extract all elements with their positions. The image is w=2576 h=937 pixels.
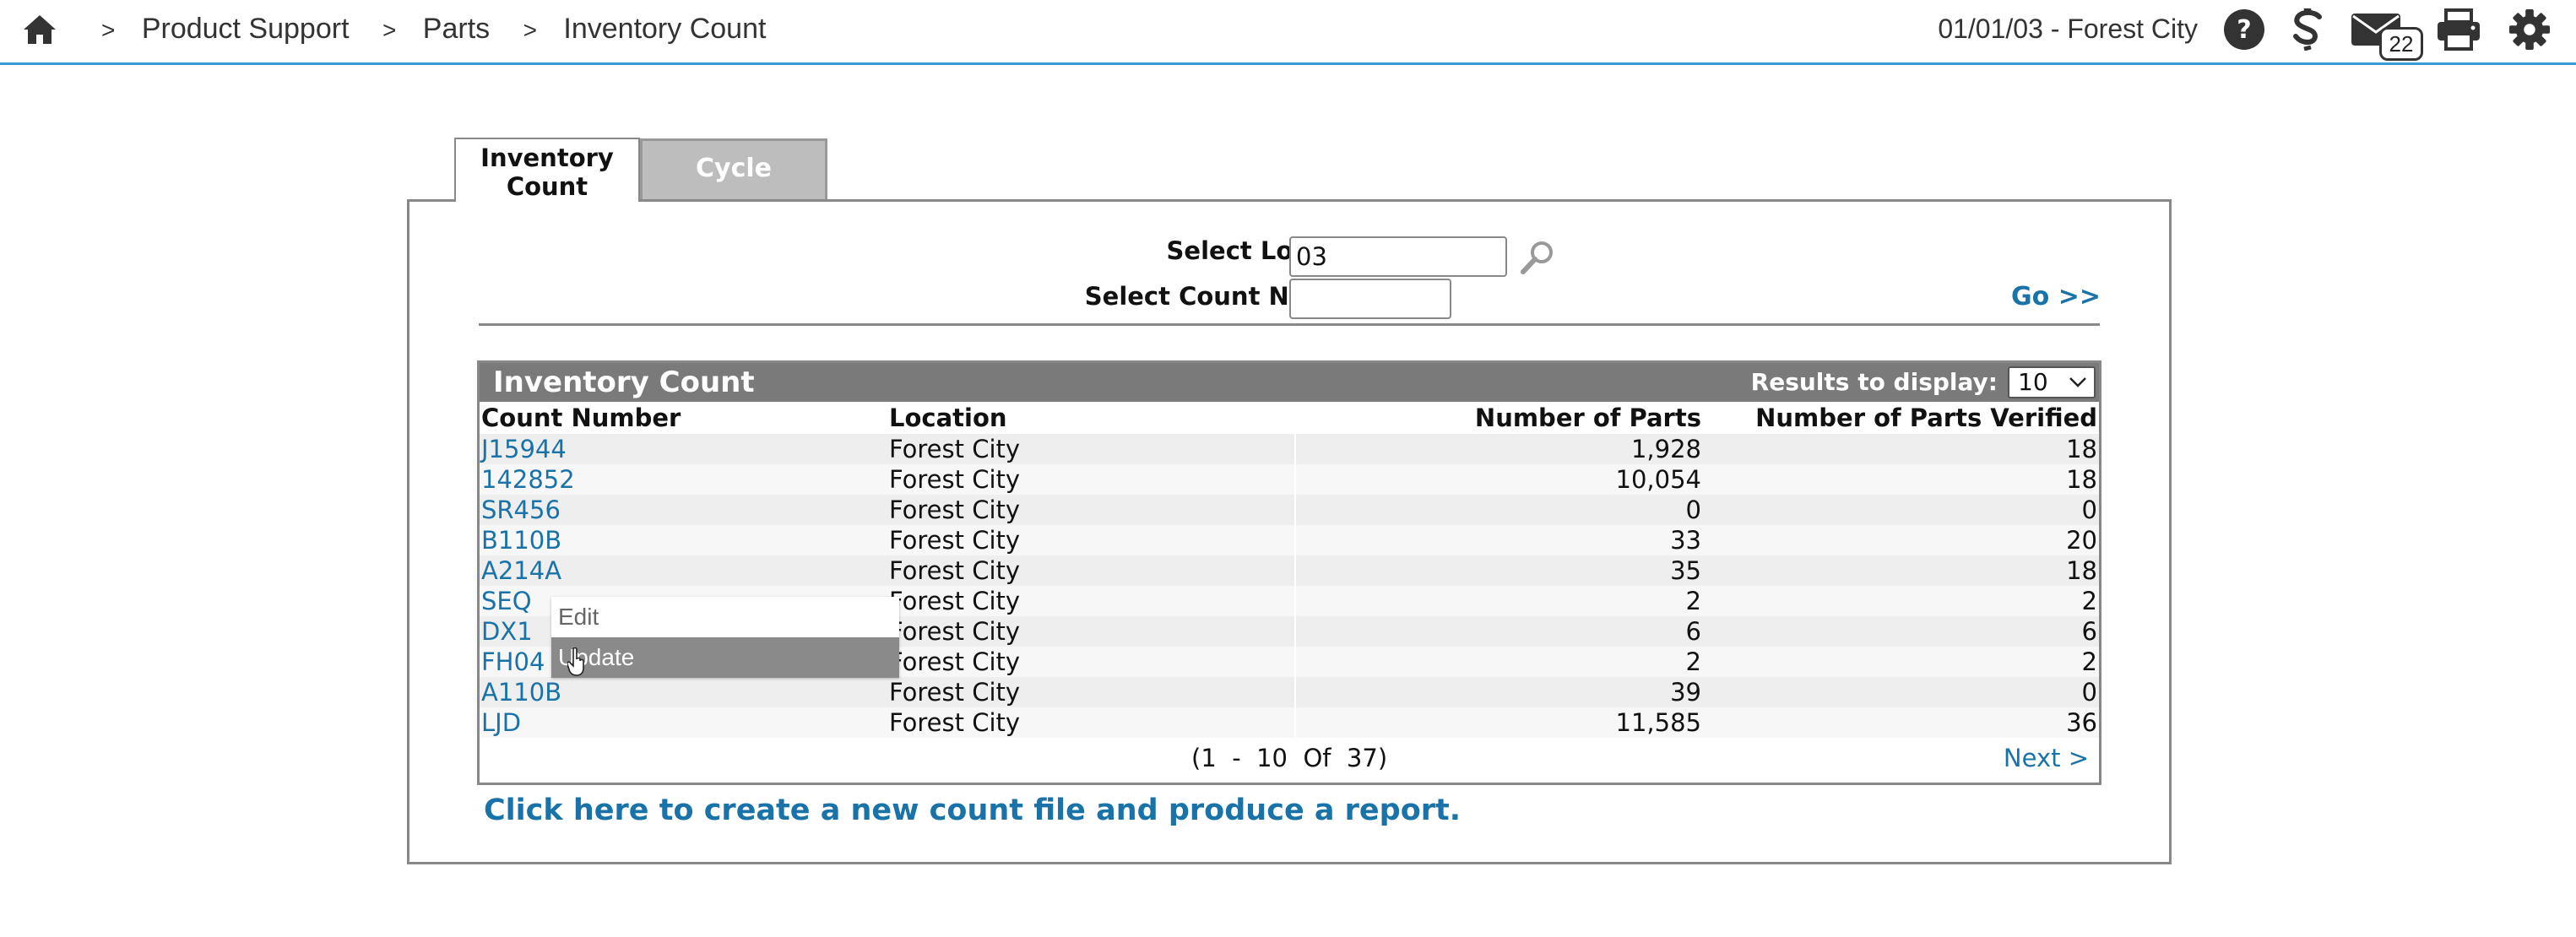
print-icon[interactable]	[2436, 8, 2481, 51]
number-of-parts-cell: 0	[1294, 495, 1703, 525]
number-of-parts-verified-cell: 20	[1703, 525, 2099, 555]
number-of-parts-cell: 2	[1294, 586, 1703, 616]
number-of-parts-cell: 39	[1294, 677, 1703, 707]
table-row[interactable]: B110B Forest City 33 20	[480, 525, 2099, 555]
column-header-location[interactable]: Location	[889, 404, 1007, 432]
number-of-parts-verified-cell: 2	[1703, 647, 2099, 677]
grid-title: Inventory Count	[493, 366, 755, 399]
gear-icon[interactable]	[2508, 8, 2552, 51]
context-menu: Edit Update	[551, 597, 899, 678]
number-of-parts-verified-cell: 6	[1703, 616, 2099, 647]
count-number-link[interactable]: A214A	[480, 555, 887, 586]
number-of-parts-cell: 2	[1294, 647, 1703, 677]
number-of-parts-cell: 10,054	[1294, 464, 1703, 495]
breadcrumb-separator: >	[101, 17, 116, 43]
table-row[interactable]: LJD Forest City 11,585 36	[480, 707, 2099, 738]
hand-cursor-icon	[567, 647, 584, 676]
go-link[interactable]: Go >>	[2011, 282, 2101, 311]
count-number-link[interactable]: B110B	[480, 525, 887, 555]
breadcrumb-inventory-count: Inventory Count	[563, 13, 767, 45]
results-to-display-select[interactable]: 10	[2008, 366, 2096, 398]
count-number-input[interactable]	[1289, 279, 1451, 319]
search-icon[interactable]	[1520, 240, 1555, 275]
breadcrumb: > Product Support > Parts > Inventory Co…	[101, 10, 766, 47]
table-row[interactable]: SR456 Forest City 0 0	[480, 495, 2099, 525]
number-of-parts-verified-cell: 0	[1703, 677, 2099, 707]
number-of-parts-cell: 6	[1294, 616, 1703, 647]
number-of-parts-verified-cell: 18	[1703, 555, 2099, 586]
number-of-parts-verified-cell: 36	[1703, 707, 2099, 738]
top-bar: > Product Support > Parts > Inventory Co…	[0, 0, 2576, 65]
location-cell: Forest City	[887, 677, 1295, 707]
table-row[interactable]: A214A Forest City 35 18	[480, 555, 2099, 586]
tab-inventory-count-line2: Count	[506, 172, 588, 201]
location-cell: Forest City	[887, 586, 1295, 616]
count-number-link[interactable]: J15944	[480, 434, 887, 464]
location-cell: Forest City	[887, 434, 1295, 464]
location-cell: Forest City	[887, 525, 1295, 555]
inventory-table: Count Number Location Number of Parts Nu…	[480, 402, 2099, 738]
table-row[interactable]: J15944 Forest City 1,928 18	[480, 434, 2099, 464]
inventory-count-grid: Inventory Count Results to display: 10 C…	[477, 360, 2101, 785]
column-header-number-of-parts-verified[interactable]: Number of Parts Verified	[1755, 404, 2097, 432]
date-location: 01/01/03 - Forest City	[1938, 14, 2198, 44]
next-page-link[interactable]: Next >	[2003, 744, 2089, 772]
number-of-parts-cell: 11,585	[1294, 707, 1703, 738]
pager-range: (1 - 10 Of 37)	[1191, 744, 1388, 772]
table-row[interactable]: 142852 Forest City 10,054 18	[480, 464, 2099, 495]
context-menu-edit[interactable]: Edit	[551, 597, 899, 637]
location-cell: Forest City	[887, 647, 1295, 677]
location-input[interactable]	[1289, 236, 1507, 277]
divider	[479, 323, 2100, 326]
tab-inventory-count-line1: Inventory	[480, 144, 614, 172]
number-of-parts-verified-cell: 18	[1703, 434, 2099, 464]
context-menu-update[interactable]: Update	[551, 637, 899, 678]
chevron-down-icon	[2069, 377, 2086, 387]
svg-text:?: ?	[2237, 15, 2251, 45]
breadcrumb-separator: >	[523, 17, 537, 43]
number-of-parts-verified-cell: 18	[1703, 464, 2099, 495]
count-number-link[interactable]: A110B	[480, 677, 887, 707]
number-of-parts-cell: 35	[1294, 555, 1703, 586]
column-header-count-number[interactable]: Count Number	[481, 404, 681, 432]
location-cell: Forest City	[887, 495, 1295, 525]
location-cell: Forest City	[887, 616, 1295, 647]
breadcrumb-product-support[interactable]: Product Support	[141, 13, 350, 45]
tab-inventory-count[interactable]: Inventory Count	[454, 138, 640, 202]
help-icon[interactable]: ?	[2223, 8, 2265, 51]
mail-count-badge: 22	[2379, 27, 2423, 61]
location-cell: Forest City	[887, 464, 1295, 495]
table-header-row: Count Number Location Number of Parts Nu…	[480, 402, 2099, 434]
number-of-parts-verified-cell: 0	[1703, 495, 2099, 525]
tab-cycle-counts[interactable]: Cycle Counts	[640, 138, 827, 239]
number-of-parts-cell: 33	[1294, 525, 1703, 555]
pager: (1 - 10 Of 37) Next >	[480, 741, 2099, 775]
number-of-parts-verified-cell: 2	[1703, 586, 2099, 616]
location-cell: Forest City	[887, 707, 1295, 738]
column-header-number-of-parts[interactable]: Number of Parts	[1474, 404, 1701, 432]
count-number-link[interactable]: LJD	[480, 707, 887, 738]
table-row[interactable]: A110B Forest City 39 0	[480, 677, 2099, 707]
home-icon[interactable]	[22, 14, 57, 46]
location-cell: Forest City	[887, 555, 1295, 586]
results-to-display-label: Results to display:	[1750, 368, 1998, 396]
s-icon[interactable]	[2289, 8, 2326, 51]
count-number-link[interactable]: 142852	[480, 464, 887, 495]
grid-title-bar: Inventory Count Results to display: 10	[480, 363, 2099, 402]
breadcrumb-separator: >	[382, 17, 397, 43]
count-number-link[interactable]: SR456	[480, 495, 887, 525]
breadcrumb-parts[interactable]: Parts	[422, 13, 491, 45]
results-to-display-value: 10	[2018, 368, 2048, 396]
number-of-parts-cell: 1,928	[1294, 434, 1703, 464]
create-count-file-link[interactable]: Click here to create a new count file an…	[484, 793, 1462, 827]
